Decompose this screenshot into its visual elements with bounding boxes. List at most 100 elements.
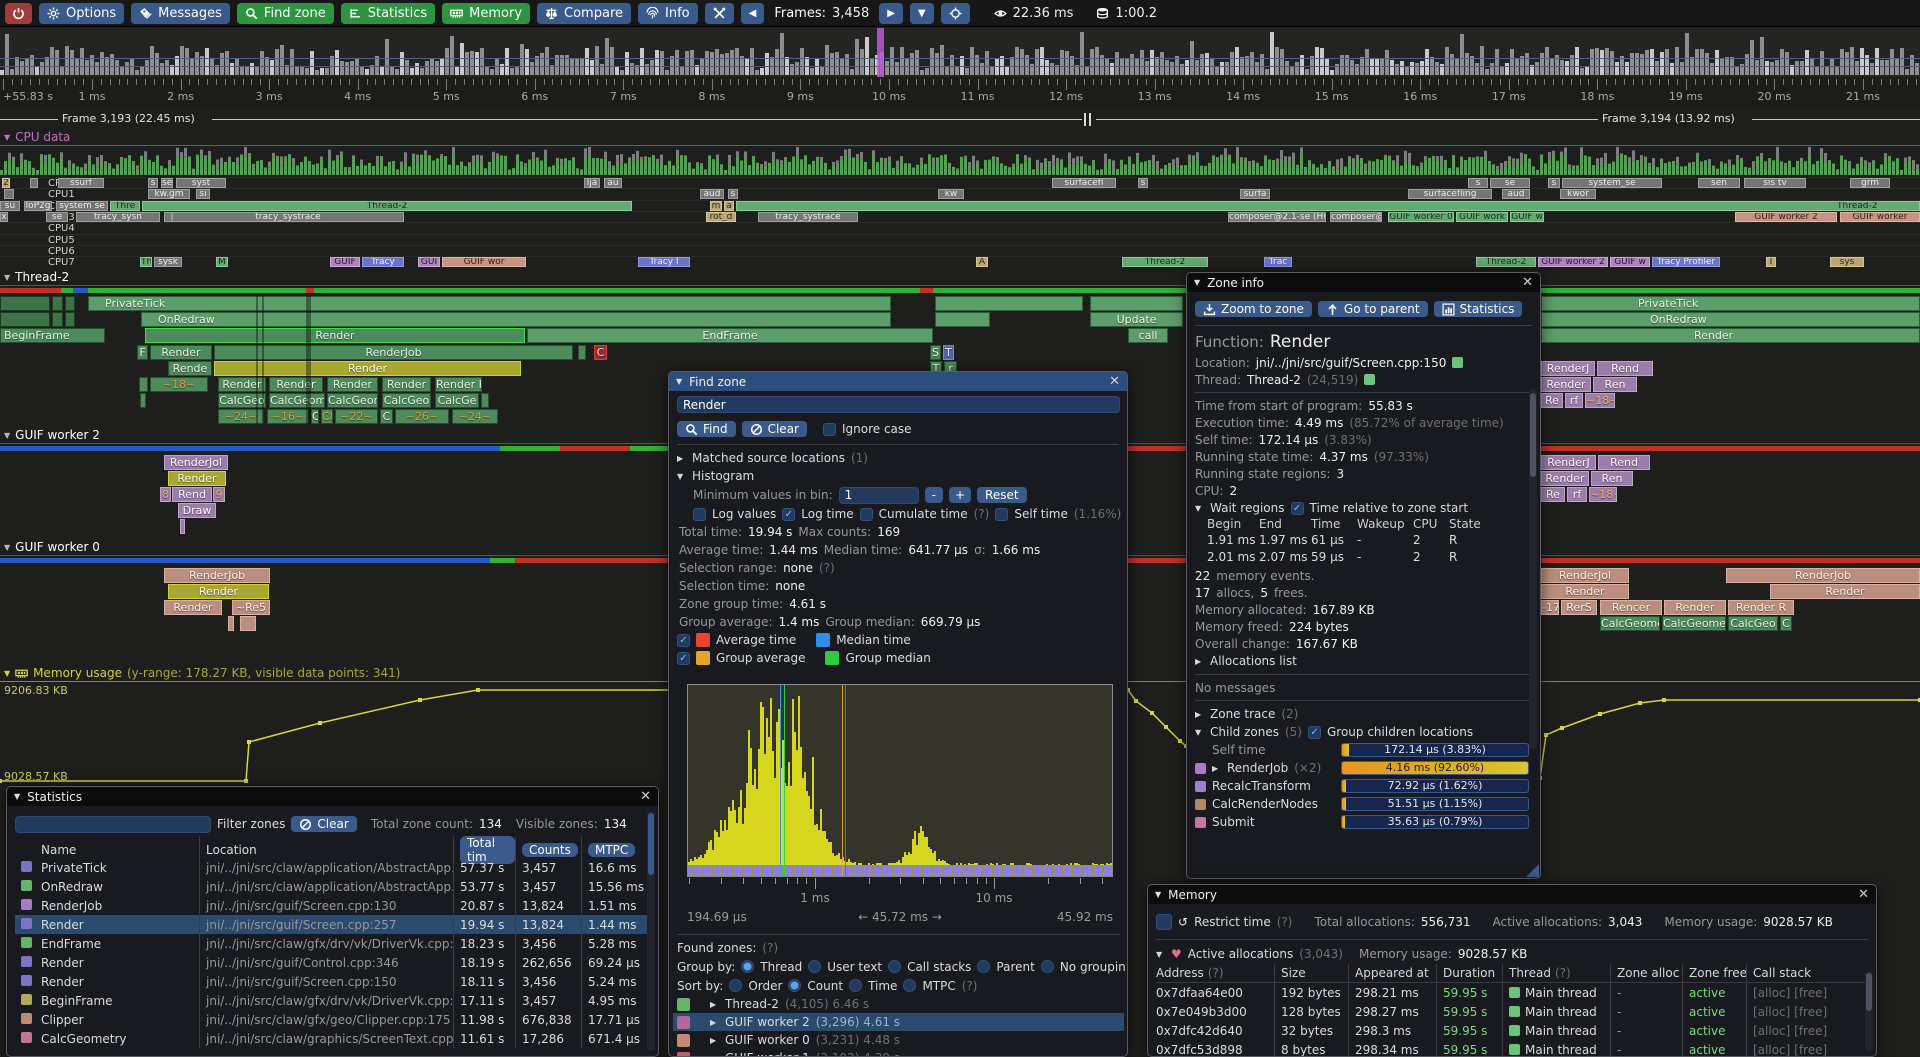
cpu-zone[interactable]: composer@2.1-se (Hw (1228, 212, 1326, 222)
zone-group-row[interactable]: ▶ GUIF worker 1 (3,192) 4.39 s (677, 1049, 1120, 1057)
timeline-zone[interactable]: RenderJob (214, 345, 573, 360)
group-by-radio-thread[interactable] (741, 960, 755, 973)
cpu-zone[interactable]: A (976, 257, 988, 267)
frame-label[interactable]: Frame 3,193 (22.45 ms) (62, 112, 195, 125)
min-bin-input[interactable]: 1 (838, 486, 919, 504)
legend-checkbox[interactable]: ✓ (677, 633, 690, 647)
timeline-zone[interactable]: C (594, 345, 607, 360)
timeline-zone[interactable]: Render (1541, 471, 1589, 486)
timeline-zone[interactable]: CalcGeor (327, 393, 378, 408)
find-button[interactable]: Find (677, 421, 736, 437)
clear-button[interactable]: Clear (741, 421, 807, 437)
collapse-icon[interactable]: ▼ (1155, 890, 1162, 899)
column-header-call-stack[interactable]: Call stack (1746, 964, 1868, 982)
option-checkbox-self-time[interactable] (995, 507, 1009, 521)
statistics-row[interactable]: BeginFrame jni/../jni/src/claw/gfx/drv/vk… (15, 991, 650, 1010)
timeline-zone[interactable]: ~24~ (452, 409, 498, 424)
group-by-radio-parent[interactable] (977, 960, 991, 973)
zone-group-row[interactable]: ▶ GUIF worker 2 (3,296) 4.61 s (673, 1013, 1124, 1031)
frame-label[interactable]: Frame 3,194 (13.92 ms) (1602, 112, 1735, 125)
timeline-zone[interactable]: ~26~ (395, 409, 449, 424)
legend-checkbox[interactable]: ✓ (677, 651, 690, 665)
timeline-zone[interactable] (0, 296, 50, 311)
timeline-zone[interactable]: S (930, 345, 941, 360)
sort-column-chip[interactable]: MTPC (588, 843, 636, 857)
timeline-zone[interactable]: ~22~ (335, 409, 378, 424)
increment-button[interactable]: + (948, 487, 972, 503)
column-header-size[interactable]: Size (1274, 964, 1348, 982)
timeline-zone[interactable]: PrivateTick (88, 296, 891, 311)
cpu-zone[interactable]: sen (1698, 178, 1740, 188)
cpu-zone[interactable]: x (0, 212, 8, 222)
zone-info-scrollbar[interactable] (1529, 389, 1537, 749)
time-relative-checkbox[interactable]: ✓ (1290, 501, 1304, 515)
timeline-zone[interactable]: CalcGeo (382, 393, 431, 408)
timeline-zone[interactable]: RenderJ (1541, 361, 1595, 376)
allocation-row[interactable]: 0x7e049b3d00 128 bytes 298.27 ms 59.95 s Mai… (1156, 1002, 1868, 1021)
cpu-zone[interactable]: GUIF worker 2 (1538, 257, 1608, 267)
child-zone-row[interactable]: Submit 35.63 µs (0.79%) (1195, 813, 1532, 831)
cpu-zone[interactable]: GUIF w (1610, 257, 1650, 267)
cpu-zone[interactable]: se (1490, 178, 1530, 188)
cpu-zone[interactable]: a (724, 201, 734, 211)
cpu-zone[interactable]: si (196, 189, 210, 199)
timeline-zone[interactable]: Render (1664, 600, 1726, 615)
allocations-list-row[interactable]: ▶ Allocations list (1195, 652, 1532, 670)
cpu-zone[interactable]: tracy_systrace (172, 212, 404, 222)
column-header-duration[interactable]: Duration (1436, 964, 1502, 982)
cpu-zone[interactable]: sis tv (1744, 178, 1806, 188)
timeline-zone[interactable] (139, 377, 148, 392)
timeline-zone[interactable]: Render (145, 328, 525, 343)
timeline-zone[interactable]: Draw (178, 503, 216, 518)
zone-trace-row[interactable]: ▶ Zone trace (2) (1195, 705, 1532, 723)
cpu-zone[interactable]: sys (1830, 257, 1864, 267)
cpu-zone[interactable]: Tracy I (638, 257, 690, 267)
find-zone-titlebar[interactable]: ▼ Find zone ✕ (669, 372, 1127, 391)
cpu-zone[interactable] (164, 212, 172, 222)
expand-icon[interactable]: ▶ (710, 1035, 717, 1045)
cpu-zone[interactable]: syst (176, 178, 226, 188)
cpu-zone[interactable]: aud (1502, 189, 1530, 199)
matched-source-locations-row[interactable]: ▶ Matched source locations (1) (677, 449, 1119, 467)
timeline-zone[interactable] (52, 312, 63, 327)
statistics-row[interactable]: PrivateTick jni/../jni/src/claw/applicati… (15, 858, 650, 877)
timeline-zone[interactable]: Render (218, 377, 266, 392)
wait-regions-row[interactable]: ▼ Wait regions ✓ Time relative to zone star… (1195, 499, 1532, 517)
timeline-zone[interactable] (481, 393, 489, 408)
allocation-row[interactable]: 0x7dfc42d640 32 bytes 298.3 ms 59.95 s Main … (1156, 1021, 1868, 1040)
timeline-zone[interactable]: C8 (321, 409, 333, 424)
timeline-zone[interactable]: T (943, 345, 954, 360)
timeline-zone[interactable] (935, 296, 1083, 311)
timeline-zone[interactable]: CalcGeomet (1662, 616, 1726, 631)
cpu-zone[interactable]: Trac (1264, 257, 1292, 267)
timeline-zone[interactable]: F (137, 345, 148, 360)
timeline-zone[interactable]: Render (168, 471, 226, 486)
frame-time-strip[interactable] (0, 28, 1920, 77)
cpu-zone[interactable]: M (216, 257, 228, 267)
filter-zones-input[interactable] (15, 815, 211, 833)
timeline-zone[interactable]: Render (1541, 377, 1591, 392)
group-by-radio-user-text[interactable] (808, 960, 822, 973)
cpu-zone[interactable]: loP2g (24, 201, 52, 211)
timeline-zone[interactable]: ~Re5 (232, 600, 270, 615)
column-header-Location[interactable]: Location (199, 836, 453, 864)
timeline-zone[interactable]: OnRedraw (1541, 312, 1920, 327)
expand-icon[interactable]: ▶ (710, 1054, 719, 1057)
timeline-zone[interactable]: Render (327, 377, 378, 392)
cpu-zone[interactable]: Thre (110, 201, 140, 211)
child-zone-row[interactable]: ▶ RenderJob (×2) 4.16 ms (92.60%) (1195, 759, 1532, 777)
timeline-zone[interactable]: Rencer (1600, 600, 1662, 615)
messages-button[interactable]: Messages (131, 2, 230, 24)
column-header-thread[interactable]: Thread (?) (1502, 964, 1610, 982)
cpu-zone[interactable]: ssurf (58, 178, 104, 188)
cpu-zone[interactable]: aud (700, 189, 724, 199)
timeline-zone[interactable]: ~16~ (267, 409, 309, 424)
expand-icon[interactable]: ▶ (1195, 656, 1202, 666)
timeline-zone[interactable]: RenderJ (1541, 455, 1596, 470)
sort-column-chip[interactable]: Total tim (460, 836, 515, 864)
collapse-icon[interactable]: ▼ (1194, 278, 1201, 287)
expand-icon[interactable]: ▶ (710, 999, 717, 1009)
timeline-zone[interactable]: RenderJol (164, 455, 228, 470)
focus-frame-button[interactable] (940, 2, 970, 24)
sort-by-radio-order[interactable] (729, 979, 743, 992)
